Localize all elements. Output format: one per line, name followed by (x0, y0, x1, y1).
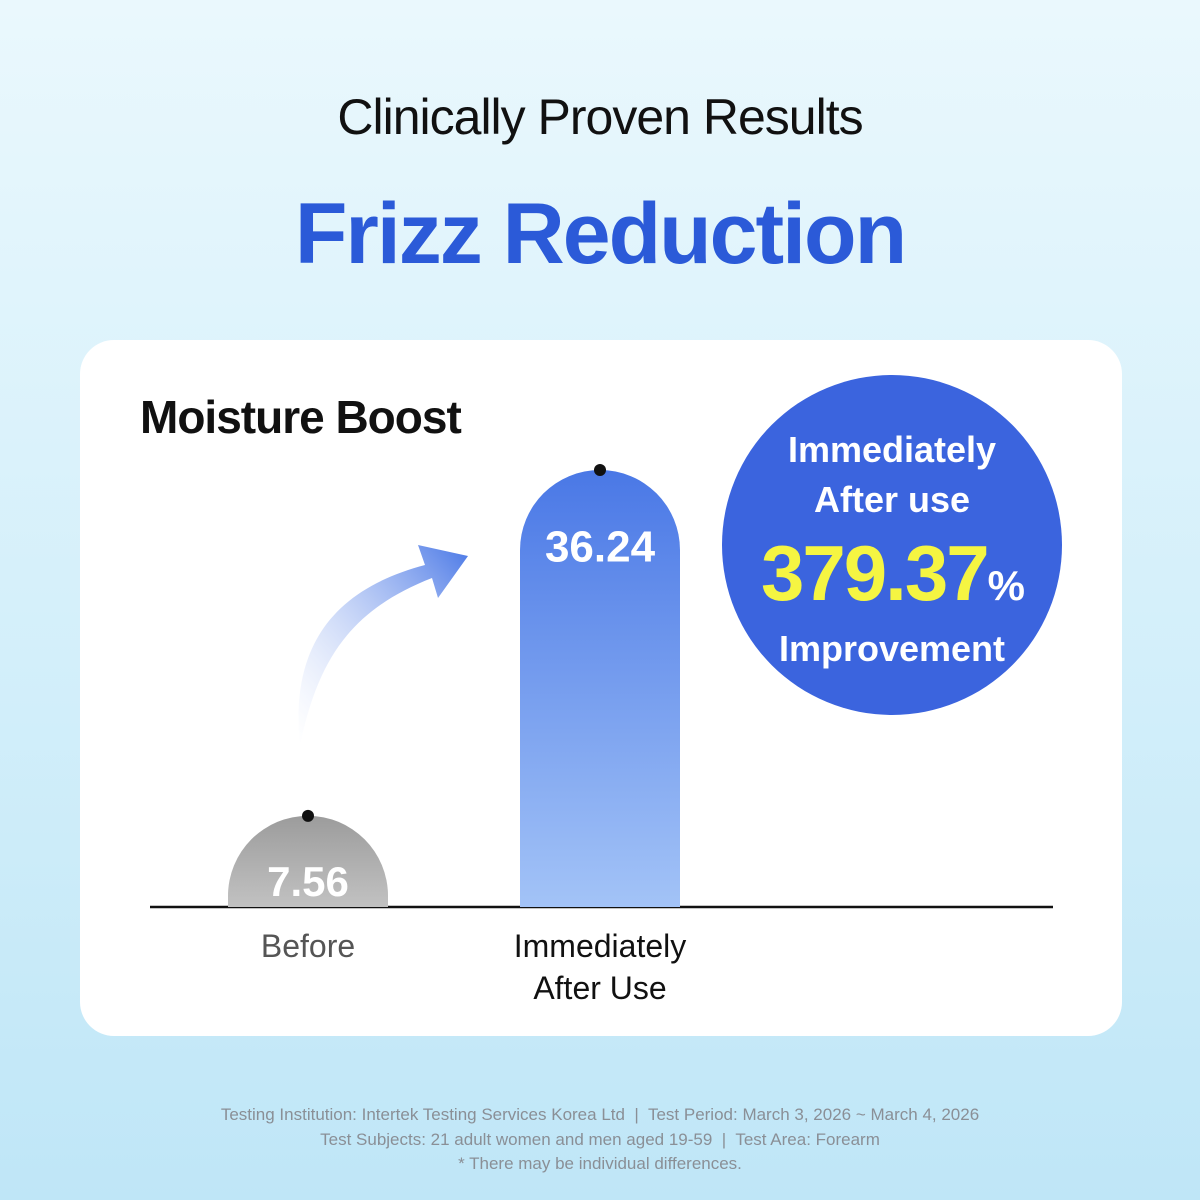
category-label: Immediately After Use (513, 928, 687, 1006)
badge-circle (722, 375, 1062, 715)
chart-title: Moisture Boost (140, 391, 462, 443)
bar-dot (302, 809, 314, 822)
footer-line: Testing Institution: Intertek Testing Se… (220, 1105, 980, 1124)
badge-unit: % (987, 562, 1025, 609)
badge-caption: Improvement (778, 628, 1006, 669)
footer-line: * There may be individual differences. (458, 1154, 742, 1173)
value-label: 36.24 (545, 523, 656, 572)
footer-line: Test Subjects: 21 adult women and men ag… (320, 1130, 880, 1149)
badge-value: 379.37% (722, 528, 1062, 619)
bar (228, 815, 388, 907)
badge-number: 379.37 (761, 529, 990, 617)
bar-dot (594, 464, 606, 476)
value-label: 7.56 (267, 858, 349, 905)
bar (520, 470, 680, 907)
arrow (298, 545, 468, 745)
title: Frizz Reduction (294, 186, 907, 282)
category-label: Before (260, 928, 356, 964)
badge-label: Immediately After use (787, 429, 997, 520)
subtitle: Clinically Proven Results (337, 89, 863, 145)
